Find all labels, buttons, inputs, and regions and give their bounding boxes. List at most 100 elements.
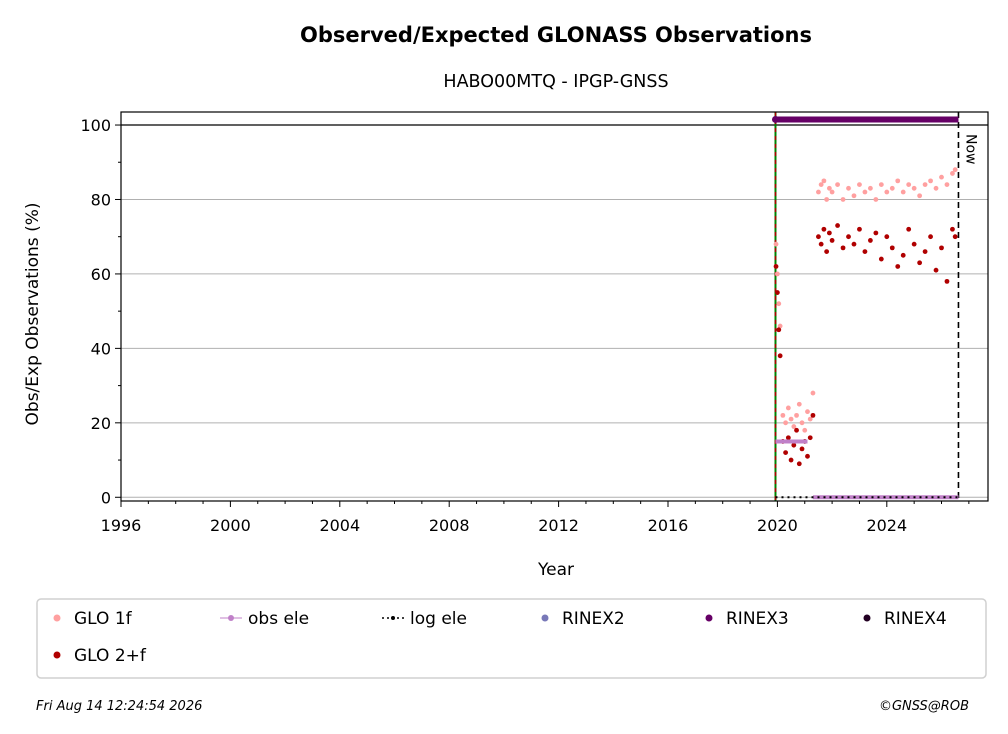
series-point bbox=[952, 234, 958, 240]
legend-label: obs ele bbox=[248, 609, 309, 629]
plot-marks: Now bbox=[121, 112, 988, 501]
legend-label: RINEX4 bbox=[884, 609, 947, 629]
x-tick-label: 2012 bbox=[538, 516, 579, 535]
chart-title: Observed/Expected GLONASS Observations bbox=[300, 23, 812, 47]
series-point bbox=[884, 189, 890, 195]
series-point bbox=[805, 409, 810, 415]
series-point bbox=[773, 241, 779, 247]
series-point bbox=[776, 301, 782, 307]
legend-label: GLO 1f bbox=[74, 609, 133, 629]
axes: 0 20 40 60 80 100 1996 2000 2004 2008 2012 2016 2020… bbox=[80, 116, 970, 535]
legend-label: RINEX3 bbox=[726, 609, 789, 629]
series-point bbox=[826, 185, 832, 191]
series-point bbox=[818, 241, 824, 247]
series-point bbox=[939, 245, 944, 251]
series-point bbox=[917, 260, 923, 266]
series-point bbox=[794, 427, 799, 433]
series-point bbox=[922, 182, 928, 187]
series-point bbox=[862, 249, 868, 254]
series-point bbox=[895, 178, 901, 184]
series-point bbox=[928, 234, 933, 240]
series-point bbox=[911, 185, 917, 191]
y-tick-label: 80 bbox=[91, 190, 111, 209]
legend: GLO 1f obs ele log ele RINEX2 RINEX3 RINEX4 GL… bbox=[53, 609, 947, 666]
x-axis-label: Year bbox=[537, 560, 574, 580]
series-point bbox=[933, 267, 939, 273]
series-point bbox=[944, 278, 950, 284]
x-tick-label: 1996 bbox=[101, 516, 142, 535]
series-point bbox=[773, 264, 779, 269]
series-point bbox=[950, 171, 955, 176]
x-tick-label: 2024 bbox=[866, 516, 907, 535]
series-point bbox=[796, 401, 802, 407]
series-point bbox=[783, 420, 789, 426]
legend-label: RINEX2 bbox=[562, 609, 625, 629]
x-tick-label: 2020 bbox=[757, 516, 798, 535]
legend-marker bbox=[863, 614, 871, 622]
series-point bbox=[807, 435, 813, 441]
series-point bbox=[846, 234, 851, 240]
now-label: Now bbox=[962, 134, 978, 165]
series-point bbox=[900, 252, 906, 258]
series-point bbox=[777, 323, 783, 329]
series-point bbox=[807, 416, 813, 422]
series-point bbox=[911, 241, 917, 247]
series-point bbox=[889, 245, 895, 251]
series-point bbox=[802, 427, 808, 433]
y-tick-label: 100 bbox=[80, 116, 111, 135]
series-point bbox=[928, 178, 933, 184]
series-point bbox=[771, 115, 779, 123]
x-tick-label: 2000 bbox=[210, 516, 251, 535]
series-point bbox=[851, 241, 857, 247]
series-point bbox=[873, 230, 879, 236]
series-point bbox=[906, 226, 912, 232]
series-point bbox=[878, 182, 884, 187]
series-point bbox=[835, 223, 840, 228]
legend-label: log ele bbox=[410, 609, 467, 629]
series-point bbox=[895, 264, 901, 269]
legend-box bbox=[36, 598, 987, 679]
series-point bbox=[785, 405, 791, 411]
series-point bbox=[829, 189, 835, 195]
series-point bbox=[878, 256, 884, 262]
series-point bbox=[944, 182, 950, 187]
series-point bbox=[939, 174, 944, 180]
y-tick-label: 0 bbox=[101, 488, 111, 507]
series-point bbox=[785, 435, 791, 441]
series-point bbox=[780, 412, 786, 418]
series-point bbox=[840, 245, 846, 251]
series-point bbox=[810, 390, 816, 396]
y-gridlines bbox=[121, 124, 988, 498]
series-point bbox=[776, 327, 782, 333]
series-point bbox=[889, 185, 895, 191]
legend-marker bbox=[391, 616, 395, 620]
series-point bbox=[824, 249, 830, 254]
series-point bbox=[788, 457, 794, 463]
series-point bbox=[796, 461, 802, 467]
series-point bbox=[775, 290, 780, 295]
series-point bbox=[952, 167, 958, 173]
footer-credit: ©GNSS@ROB bbox=[879, 699, 969, 714]
legend-marker bbox=[705, 614, 713, 622]
series-point bbox=[824, 197, 830, 202]
plot-frame bbox=[120, 111, 989, 502]
series-point bbox=[794, 412, 799, 418]
series-point bbox=[829, 238, 835, 243]
series-point bbox=[857, 226, 862, 232]
series-point bbox=[906, 182, 912, 187]
series-point bbox=[816, 189, 821, 195]
series-point bbox=[867, 185, 873, 191]
series-point bbox=[857, 182, 862, 187]
series-point bbox=[788, 416, 794, 422]
x-tick-label: 2008 bbox=[429, 516, 470, 535]
series-point bbox=[816, 234, 821, 240]
legend-marker bbox=[541, 614, 549, 622]
series-point bbox=[775, 271, 780, 277]
y-tick-label: 60 bbox=[91, 265, 111, 284]
series-point bbox=[922, 249, 928, 254]
series-point bbox=[818, 182, 824, 187]
series-point bbox=[805, 453, 810, 459]
series-point bbox=[917, 193, 923, 199]
series-point bbox=[884, 234, 890, 240]
